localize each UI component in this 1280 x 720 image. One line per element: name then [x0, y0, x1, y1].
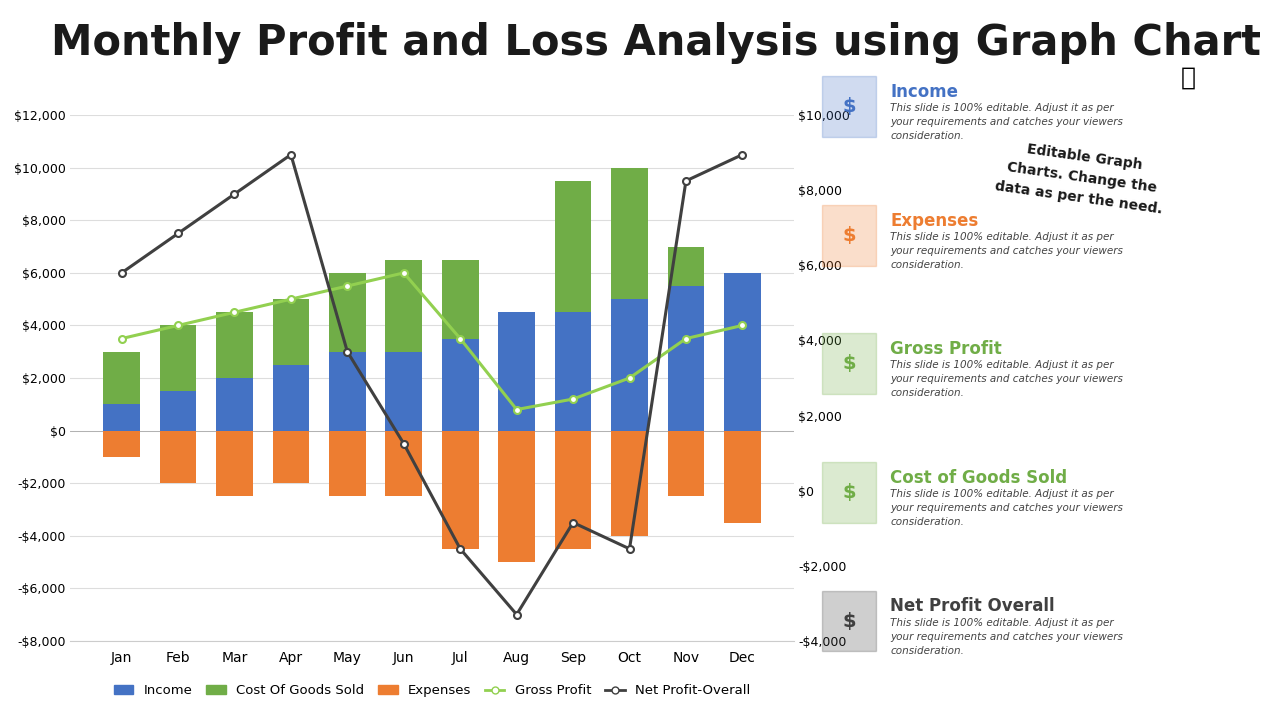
Bar — [554, 431, 591, 549]
Bar — [216, 431, 253, 496]
Legend: Income, Cost Of Goods Sold, Expenses, Gross Profit, Net Profit-Overall: Income, Cost Of Goods Sold, Expenses, Gr… — [109, 679, 755, 703]
Text: Monthly Profit and Loss Analysis using Graph Chart: Monthly Profit and Loss Analysis using G… — [51, 22, 1261, 63]
Bar — [668, 286, 704, 431]
Bar — [668, 246, 704, 286]
Bar — [329, 431, 366, 496]
Bar — [498, 312, 535, 431]
Text: Gross Profit: Gross Profit — [890, 340, 1002, 358]
Text: This slide is 100% editable. Adjust it as per
your requirements and catches your: This slide is 100% editable. Adjust it a… — [890, 103, 1123, 141]
Bar — [498, 431, 535, 562]
Text: 📌: 📌 — [1180, 66, 1196, 90]
Bar — [385, 352, 422, 431]
Bar — [104, 431, 140, 456]
Text: Expenses: Expenses — [890, 212, 978, 230]
Bar — [611, 168, 648, 300]
Bar — [273, 300, 310, 365]
Bar — [554, 312, 591, 431]
Bar — [160, 391, 196, 431]
Bar — [104, 405, 140, 431]
Bar — [442, 338, 479, 431]
Bar — [329, 273, 366, 352]
Text: Editable Graph
Charts. Change the
data as per the need.: Editable Graph Charts. Change the data a… — [995, 138, 1169, 216]
Bar — [822, 590, 877, 652]
Bar — [724, 273, 760, 431]
Text: This slide is 100% editable. Adjust it as per
your requirements and catches your: This slide is 100% editable. Adjust it a… — [890, 232, 1123, 270]
Bar — [611, 431, 648, 536]
Bar — [160, 431, 196, 483]
Bar — [273, 431, 310, 483]
Bar — [160, 325, 196, 391]
Bar — [216, 312, 253, 378]
Bar — [822, 462, 877, 523]
Text: $: $ — [842, 611, 856, 631]
Text: This slide is 100% editable. Adjust it as per
your requirements and catches your: This slide is 100% editable. Adjust it a… — [890, 618, 1123, 656]
Bar — [442, 431, 479, 549]
Bar — [273, 365, 310, 431]
Bar — [724, 431, 760, 523]
Text: $: $ — [842, 354, 856, 373]
Text: $: $ — [842, 97, 856, 116]
Bar — [329, 352, 366, 431]
Bar — [822, 333, 877, 395]
Text: Net Profit Overall: Net Profit Overall — [890, 598, 1055, 616]
Bar — [104, 352, 140, 405]
Text: This slide is 100% editable. Adjust it as per
your requirements and catches your: This slide is 100% editable. Adjust it a… — [890, 489, 1123, 527]
Bar — [442, 260, 479, 338]
Bar — [822, 76, 877, 137]
Bar — [611, 300, 648, 431]
Bar — [216, 378, 253, 431]
Text: $: $ — [842, 226, 856, 245]
Bar — [385, 260, 422, 352]
Text: Cost of Goods Sold: Cost of Goods Sold — [890, 469, 1068, 487]
Bar — [385, 431, 422, 496]
Bar — [554, 181, 591, 312]
Bar — [822, 204, 877, 266]
Text: $: $ — [842, 483, 856, 502]
Text: Income: Income — [890, 83, 957, 101]
Bar — [668, 431, 704, 496]
Text: This slide is 100% editable. Adjust it as per
your requirements and catches your: This slide is 100% editable. Adjust it a… — [890, 361, 1123, 398]
